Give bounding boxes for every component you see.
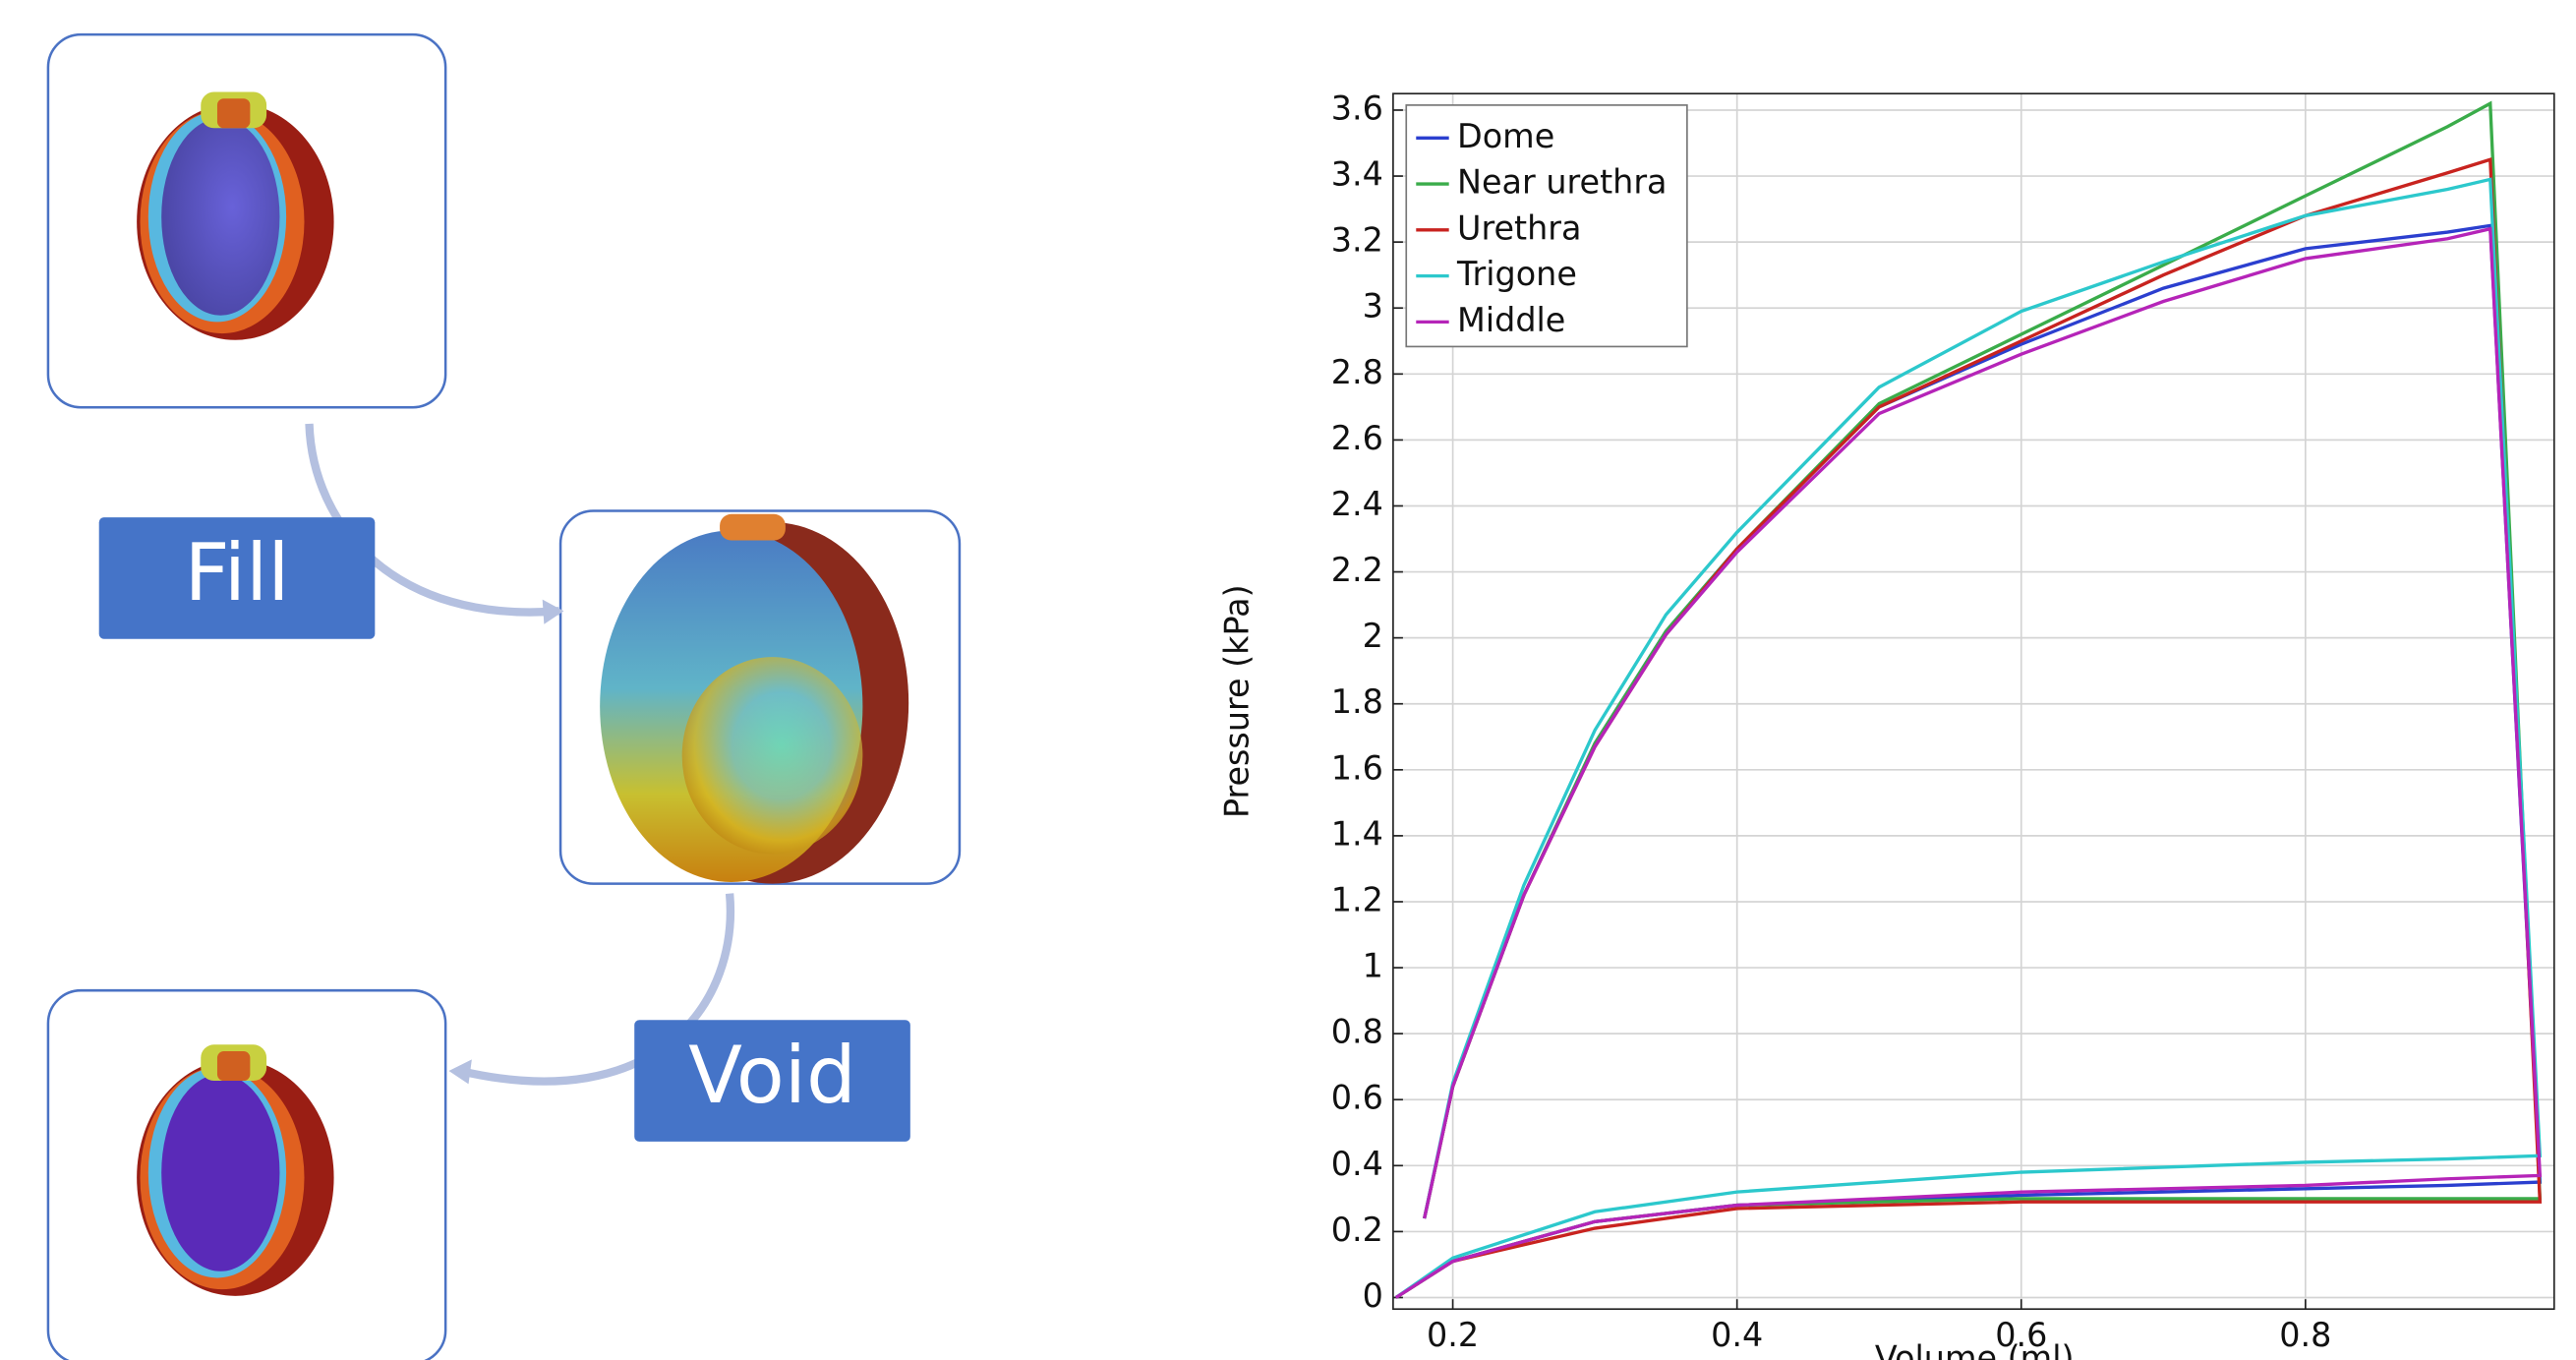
bladder-large	[600, 513, 909, 884]
series-line	[1394, 226, 2543, 1299]
chart: Volume (ml) Pressure (kPa) 0 0.2 0.4 0.6 0.8…	[1217, 89, 2555, 1360]
legend-label: Middle	[1457, 301, 1565, 339]
y-tick-label: 3.2	[1331, 221, 1383, 260]
arrowhead	[542, 599, 564, 624]
x-tick-label: 0.6	[1995, 1316, 2047, 1354]
plot-frame	[1392, 92, 2555, 1311]
y-tick-label: 0.2	[1331, 1211, 1383, 1249]
y-tick-label: 1.4	[1331, 814, 1383, 853]
y-tick-label: 1.6	[1331, 748, 1383, 787]
y-tick-label: 1.8	[1331, 682, 1383, 721]
y-tick-label: 0.6	[1331, 1079, 1383, 1117]
x-tick-label: 0.8	[2279, 1316, 2331, 1354]
bladder-small-bottom	[137, 1044, 334, 1296]
y-tick-label: 3	[1363, 287, 1383, 325]
step-label: Fill	[184, 527, 289, 619]
step-box	[634, 1020, 910, 1142]
y-tick-label: 0.8	[1331, 1013, 1383, 1051]
y-tick-label: 2.8	[1331, 353, 1383, 391]
x-axis-label: Volume (ml)	[1875, 1339, 2075, 1360]
y-tick-label: 1	[1363, 947, 1383, 985]
y-tick-label: 1.2	[1331, 880, 1383, 918]
legend-label: Dome	[1457, 117, 1554, 155]
step-box	[98, 517, 376, 639]
y-tick-label: 0.4	[1331, 1145, 1383, 1183]
y-tick-label: 2.2	[1331, 551, 1383, 589]
y-axis-label: Pressure (kPa)	[1217, 584, 1256, 818]
legend-label: Near urethra	[1457, 163, 1667, 202]
y-tick-label: 2.4	[1331, 485, 1383, 523]
y-tick-label: 3.6	[1331, 89, 1383, 127]
arrowhead	[448, 1059, 472, 1085]
y-tick-label: 2.6	[1331, 419, 1383, 457]
y-tick-label: 3.4	[1331, 155, 1383, 194]
y-tick-label: 2	[1363, 617, 1383, 655]
series-line	[1394, 177, 2543, 1299]
bladder-small-top	[137, 91, 334, 340]
x-tick-label: 0.2	[1427, 1316, 1479, 1354]
legend-label: Trigone	[1456, 255, 1577, 293]
step-label: Void	[688, 1030, 856, 1121]
x-tick-label: 0.4	[1711, 1316, 1763, 1354]
legend-box	[1405, 104, 1688, 348]
legend-label: Urethra	[1457, 208, 1581, 247]
y-tick-label: 0	[1363, 1276, 1383, 1315]
diagram: Fill Void	[46, 32, 962, 1360]
